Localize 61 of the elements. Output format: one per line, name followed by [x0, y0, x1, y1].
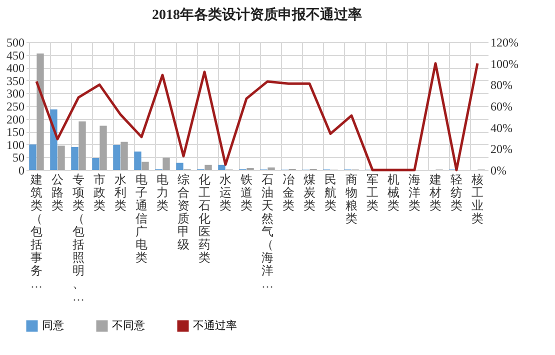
bar	[100, 126, 107, 170]
bar	[58, 146, 65, 170]
bar	[92, 158, 100, 170]
x-tick-label: 市政类	[94, 172, 106, 212]
bar	[113, 144, 120, 170]
y-tick-label: 300	[6, 86, 24, 101]
legend-label: 同意	[42, 319, 64, 332]
bar	[36, 54, 44, 170]
x-tick-label: 煤炭类	[304, 172, 316, 212]
y-tick-label: 100	[6, 138, 24, 152]
category-label: 建筑类（包括事务…	[30, 172, 42, 290]
bar	[142, 162, 149, 170]
bar	[218, 164, 226, 170]
legend-label: 不同意	[112, 319, 145, 332]
legend-label: 不通过率	[193, 319, 237, 332]
y-tick-label: 500	[6, 36, 24, 50]
y-tick-label: 400	[6, 61, 24, 76]
y2-tick-label: 0%	[490, 164, 506, 178]
x-tick-label: 电子通信广电类	[136, 172, 148, 264]
y-tick-label: 350	[6, 74, 24, 88]
category-label: 专项类（包括照明、…	[72, 172, 84, 304]
x-tick-label: 机械类	[388, 172, 400, 212]
x-tick-label: 化工石化医药类	[198, 172, 210, 264]
y2-tick-label: 20%	[490, 142, 512, 156]
line-series	[35, 62, 479, 172]
x-tick-label: 商物粮类	[346, 172, 358, 226]
x-tick-label: 建材类	[428, 172, 442, 212]
x-tick-label: 水利类	[114, 172, 126, 212]
bar	[120, 142, 128, 170]
y-tick-label: 250	[6, 100, 24, 114]
y-tick-label: 450	[6, 48, 24, 62]
bar	[204, 164, 212, 170]
y-tick-label: 150	[6, 125, 24, 140]
bar	[176, 162, 184, 170]
bar	[71, 146, 78, 170]
y2-tick-label: 100%	[490, 56, 518, 71]
y-tick-label: 200	[6, 112, 24, 126]
x-tick-label: 公路类	[52, 172, 64, 212]
x-tick-label: 军工类	[366, 172, 378, 212]
x-tick-label: 冶金类	[282, 172, 294, 212]
x-tick-label: 水运类	[220, 172, 232, 212]
y2-tick-label: 80%	[490, 78, 512, 92]
bar	[162, 158, 170, 170]
y-tick-label: 0	[18, 164, 24, 178]
x-tick-label: 海洋类	[408, 172, 420, 212]
y2-tick-label: 120%	[490, 36, 518, 50]
y2-tick-label: 40%	[490, 120, 512, 135]
x-tick-label: 核工业类	[470, 172, 484, 226]
x-tick-label: 轻纺类	[450, 172, 462, 212]
chart-title: 2018年各类设计资质申报不通过率	[152, 6, 362, 23]
bar	[134, 152, 142, 170]
bar	[268, 167, 275, 170]
bar	[78, 121, 86, 170]
x-tick-label: 综合资质甲级	[178, 172, 190, 252]
y2-tick-label: 60%	[490, 100, 512, 114]
y-tick-label: 50	[12, 150, 24, 165]
category-label: 石油天然气（海洋…	[262, 172, 274, 290]
x-tick-label: 民航类	[324, 172, 336, 212]
x-tick-label: 电力类	[156, 172, 168, 212]
bar	[29, 144, 36, 170]
x-tick-label: 铁道类	[240, 172, 252, 212]
